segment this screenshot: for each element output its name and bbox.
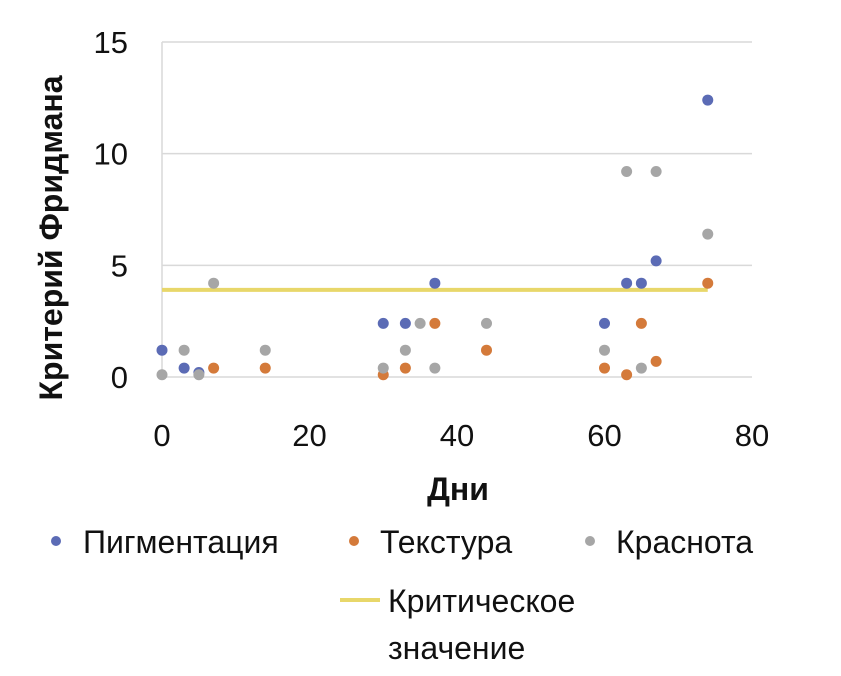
legend-label-texture: Текстура	[380, 524, 512, 560]
data-point-pigmentation	[621, 277, 633, 289]
series-redness	[156, 166, 714, 381]
data-point-texture	[702, 277, 714, 289]
gridlines	[161, 41, 752, 378]
data-point-texture	[481, 344, 492, 356]
data-point-pigmentation	[599, 317, 610, 329]
data-point-pigmentation	[178, 362, 190, 374]
y-axis-tick-labels: 0 5 10 15	[94, 25, 128, 395]
data-point-pigmentation	[156, 344, 168, 356]
y-tick-label: 5	[111, 248, 128, 283]
legend-item-critical-value: Критическое значение	[340, 583, 575, 666]
data-point-pigmentation	[650, 255, 662, 267]
data-point-redness	[259, 344, 271, 356]
legend-marker-texture	[349, 536, 359, 546]
x-axis-tick-labels: 0 20 40 60 80	[153, 418, 769, 453]
legend: Пигментация Текстура Краснота Критическо…	[51, 524, 753, 666]
legend-item-redness: Краснота	[585, 524, 753, 560]
data-point-redness	[208, 277, 220, 289]
legend-marker-redness	[585, 536, 595, 546]
legend-label-redness: Краснота	[616, 524, 753, 560]
legend-label-critical-value-line-1: Критическое	[388, 583, 575, 619]
x-axis-title: Дни	[427, 471, 489, 507]
y-tick-label: 15	[94, 25, 128, 60]
legend-item-texture: Текстура	[349, 524, 512, 560]
data-point-redness	[599, 344, 610, 356]
data-point-redness	[621, 166, 633, 178]
data-point-pigmentation	[377, 317, 389, 329]
data-point-texture	[635, 317, 647, 329]
data-point-redness	[414, 317, 426, 329]
data-point-redness	[702, 228, 714, 240]
data-point-redness	[193, 369, 205, 381]
data-point-redness	[156, 369, 168, 381]
legend-marker-pigmentation	[51, 536, 61, 546]
data-point-texture	[429, 317, 441, 329]
y-tick-label: 10	[94, 137, 128, 172]
data-point-redness	[377, 362, 389, 374]
x-tick-label: 40	[440, 418, 474, 453]
data-point-redness	[650, 166, 662, 178]
data-point-texture	[599, 362, 610, 374]
legend-label-critical-value-line-2: значение	[388, 630, 525, 666]
x-tick-label: 20	[292, 418, 326, 453]
data-points	[156, 94, 714, 381]
data-point-redness	[399, 344, 411, 356]
data-point-texture	[259, 362, 271, 374]
data-point-texture	[650, 355, 662, 367]
x-tick-label: 80	[735, 418, 769, 453]
data-point-redness	[429, 362, 441, 374]
y-axis-title: Критерий Фридмана	[33, 75, 69, 400]
data-point-redness	[481, 317, 492, 329]
x-tick-label: 60	[587, 418, 621, 453]
data-point-pigmentation	[702, 94, 714, 106]
data-point-texture	[399, 362, 411, 374]
data-point-pigmentation	[635, 277, 647, 289]
x-tick-label: 0	[153, 418, 170, 453]
data-point-texture	[621, 369, 633, 381]
data-point-texture	[208, 362, 220, 374]
data-point-redness	[635, 362, 647, 374]
series-texture	[208, 277, 714, 381]
legend-label-pigmentation: Пигментация	[83, 524, 279, 560]
data-point-pigmentation	[399, 317, 411, 329]
data-point-redness	[178, 344, 190, 356]
legend-item-pigmentation: Пигментация	[51, 524, 279, 560]
data-point-pigmentation	[429, 277, 441, 289]
series-pigmentation	[156, 94, 714, 379]
y-tick-label: 0	[111, 360, 128, 395]
